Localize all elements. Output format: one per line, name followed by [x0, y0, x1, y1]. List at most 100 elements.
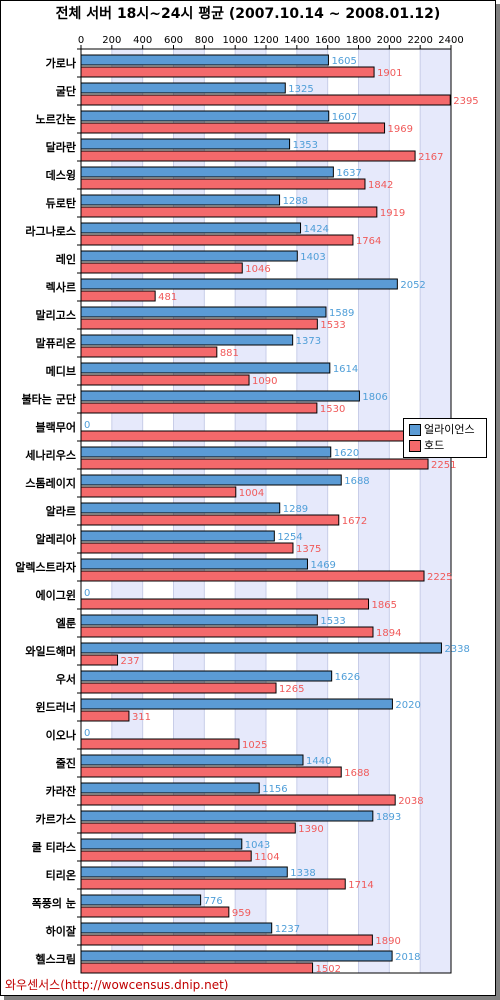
- horde-bar: [80, 234, 354, 246]
- horde-value-label: 1764: [356, 236, 381, 247]
- alliance-bar: [80, 670, 333, 682]
- alliance-bar: [80, 54, 329, 66]
- alliance-value-label: 1403: [300, 252, 325, 263]
- legend-item-horde: 호드: [409, 439, 444, 453]
- alliance-bar: [80, 194, 281, 206]
- horde-value-label: 959: [232, 908, 251, 919]
- category-label: 폭풍의 눈: [32, 896, 76, 910]
- legend-item-alliance: 얼라이언스: [409, 423, 475, 437]
- horde-bar: [80, 94, 451, 106]
- alliance-value-label: 1254: [277, 532, 302, 543]
- horde-bar: [80, 178, 366, 190]
- alliance-value-label: 1353: [293, 140, 318, 151]
- category-label: 스톰레이지: [25, 476, 76, 490]
- alliance-value-label: 1469: [310, 560, 335, 571]
- category-label: 알렉스트라자: [15, 560, 77, 574]
- horde-bar: [80, 710, 130, 722]
- alliance-bar: [80, 866, 288, 878]
- alliance-value-label: 1373: [296, 336, 321, 347]
- horde-value-label: 1919: [380, 208, 405, 219]
- horde-bar: [80, 318, 318, 330]
- alliance-value-label: 1156: [262, 784, 287, 795]
- alliance-bar: [80, 754, 304, 766]
- x-tick-label: 2400: [438, 35, 463, 46]
- horde-bar: [80, 850, 252, 862]
- horde-bar: [80, 598, 370, 610]
- alliance-bar: [80, 810, 374, 822]
- legend-label-alliance: 얼라이언스: [424, 423, 475, 436]
- horde-value-label: 1004: [239, 488, 264, 499]
- horde-bar: [80, 794, 396, 806]
- category-label: 라그나로스: [25, 224, 76, 238]
- category-label: 데스윙: [46, 168, 76, 182]
- category-label: 노르간논: [36, 112, 76, 126]
- alliance-value-label: 1806: [362, 392, 387, 403]
- alliance-bar: [80, 446, 332, 458]
- category-label: 쿨 티라스: [32, 840, 76, 854]
- alliance-bar: [80, 334, 294, 346]
- category-label: 에이그윈: [36, 588, 76, 602]
- horde-bar: [80, 766, 342, 778]
- category-label: 굴단: [56, 84, 76, 98]
- grid-band: [389, 49, 421, 973]
- alliance-bar: [80, 642, 442, 654]
- category-label: 레인: [56, 252, 76, 266]
- horde-value-label: 1104: [254, 852, 279, 863]
- horde-value-label: 1375: [296, 544, 321, 555]
- horde-value-label: 2395: [453, 96, 478, 107]
- category-label: 알레리아: [36, 532, 77, 546]
- alliance-value-label: 1626: [335, 672, 360, 683]
- horde-bar: [80, 822, 296, 834]
- alliance-value-label: 1325: [288, 84, 313, 95]
- alliance-bar: [80, 502, 281, 514]
- horde-value-label: 1046: [245, 264, 270, 275]
- category-label: 엘룬: [56, 617, 76, 630]
- horde-bar: [80, 458, 429, 470]
- category-label: 블랙무어: [36, 420, 76, 434]
- horde-value-label: 1533: [320, 320, 345, 331]
- horde-bar: [80, 738, 240, 750]
- horde-bar: [80, 878, 346, 890]
- alliance-value-label: 1589: [329, 308, 354, 319]
- bar-chart: 0 200 400 600 800 1000 1200 1400 1600 1800 2000 220…: [15, 35, 478, 975]
- horde-value-label: 881: [220, 348, 239, 359]
- alliance-value-label: 1338: [290, 868, 315, 879]
- horde-bar: [80, 570, 425, 582]
- alliance-value-label: 0: [84, 588, 90, 599]
- alliance-swatch: [409, 424, 421, 436]
- x-tick-label: 1800: [346, 35, 371, 46]
- category-label: 헬스크림: [36, 952, 76, 966]
- alliance-value-label: 1607: [332, 112, 357, 123]
- alliance-value-label: 2018: [395, 952, 420, 963]
- alliance-value-label: 1688: [344, 476, 369, 487]
- horde-bar: [80, 542, 294, 554]
- category-label: 카르가스: [36, 812, 76, 826]
- alliance-value-label: 1605: [331, 56, 356, 67]
- alliance-bar: [80, 950, 393, 962]
- horde-value-label: 2167: [418, 152, 443, 163]
- horde-bar: [80, 150, 416, 162]
- x-tick-label: 200: [102, 35, 121, 46]
- category-label: 말리고스: [36, 308, 76, 322]
- alliance-value-label: 0: [84, 728, 90, 739]
- horde-bar: [80, 654, 119, 666]
- horde-value-label: 237: [121, 656, 140, 667]
- category-label: 달라란: [46, 140, 76, 154]
- alliance-value-label: 1289: [283, 504, 308, 515]
- horde-swatch: [409, 440, 421, 452]
- alliance-value-label: 1893: [376, 812, 401, 823]
- horde-value-label: 2251: [431, 460, 456, 471]
- alliance-bar: [80, 474, 342, 486]
- alliance-bar: [80, 614, 318, 626]
- horde-value-label: 1265: [279, 684, 304, 695]
- category-label: 알라르: [46, 504, 76, 518]
- horde-value-label: 1502: [316, 964, 341, 975]
- x-tick-label: 400: [133, 35, 152, 46]
- x-tick-label: 2200: [407, 35, 432, 46]
- horde-value-label: 1025: [242, 740, 267, 751]
- category-label: 렉사르: [46, 280, 76, 294]
- horde-bar: [80, 934, 373, 946]
- x-tick-label: 1200: [253, 35, 278, 46]
- alliance-bar: [80, 530, 275, 542]
